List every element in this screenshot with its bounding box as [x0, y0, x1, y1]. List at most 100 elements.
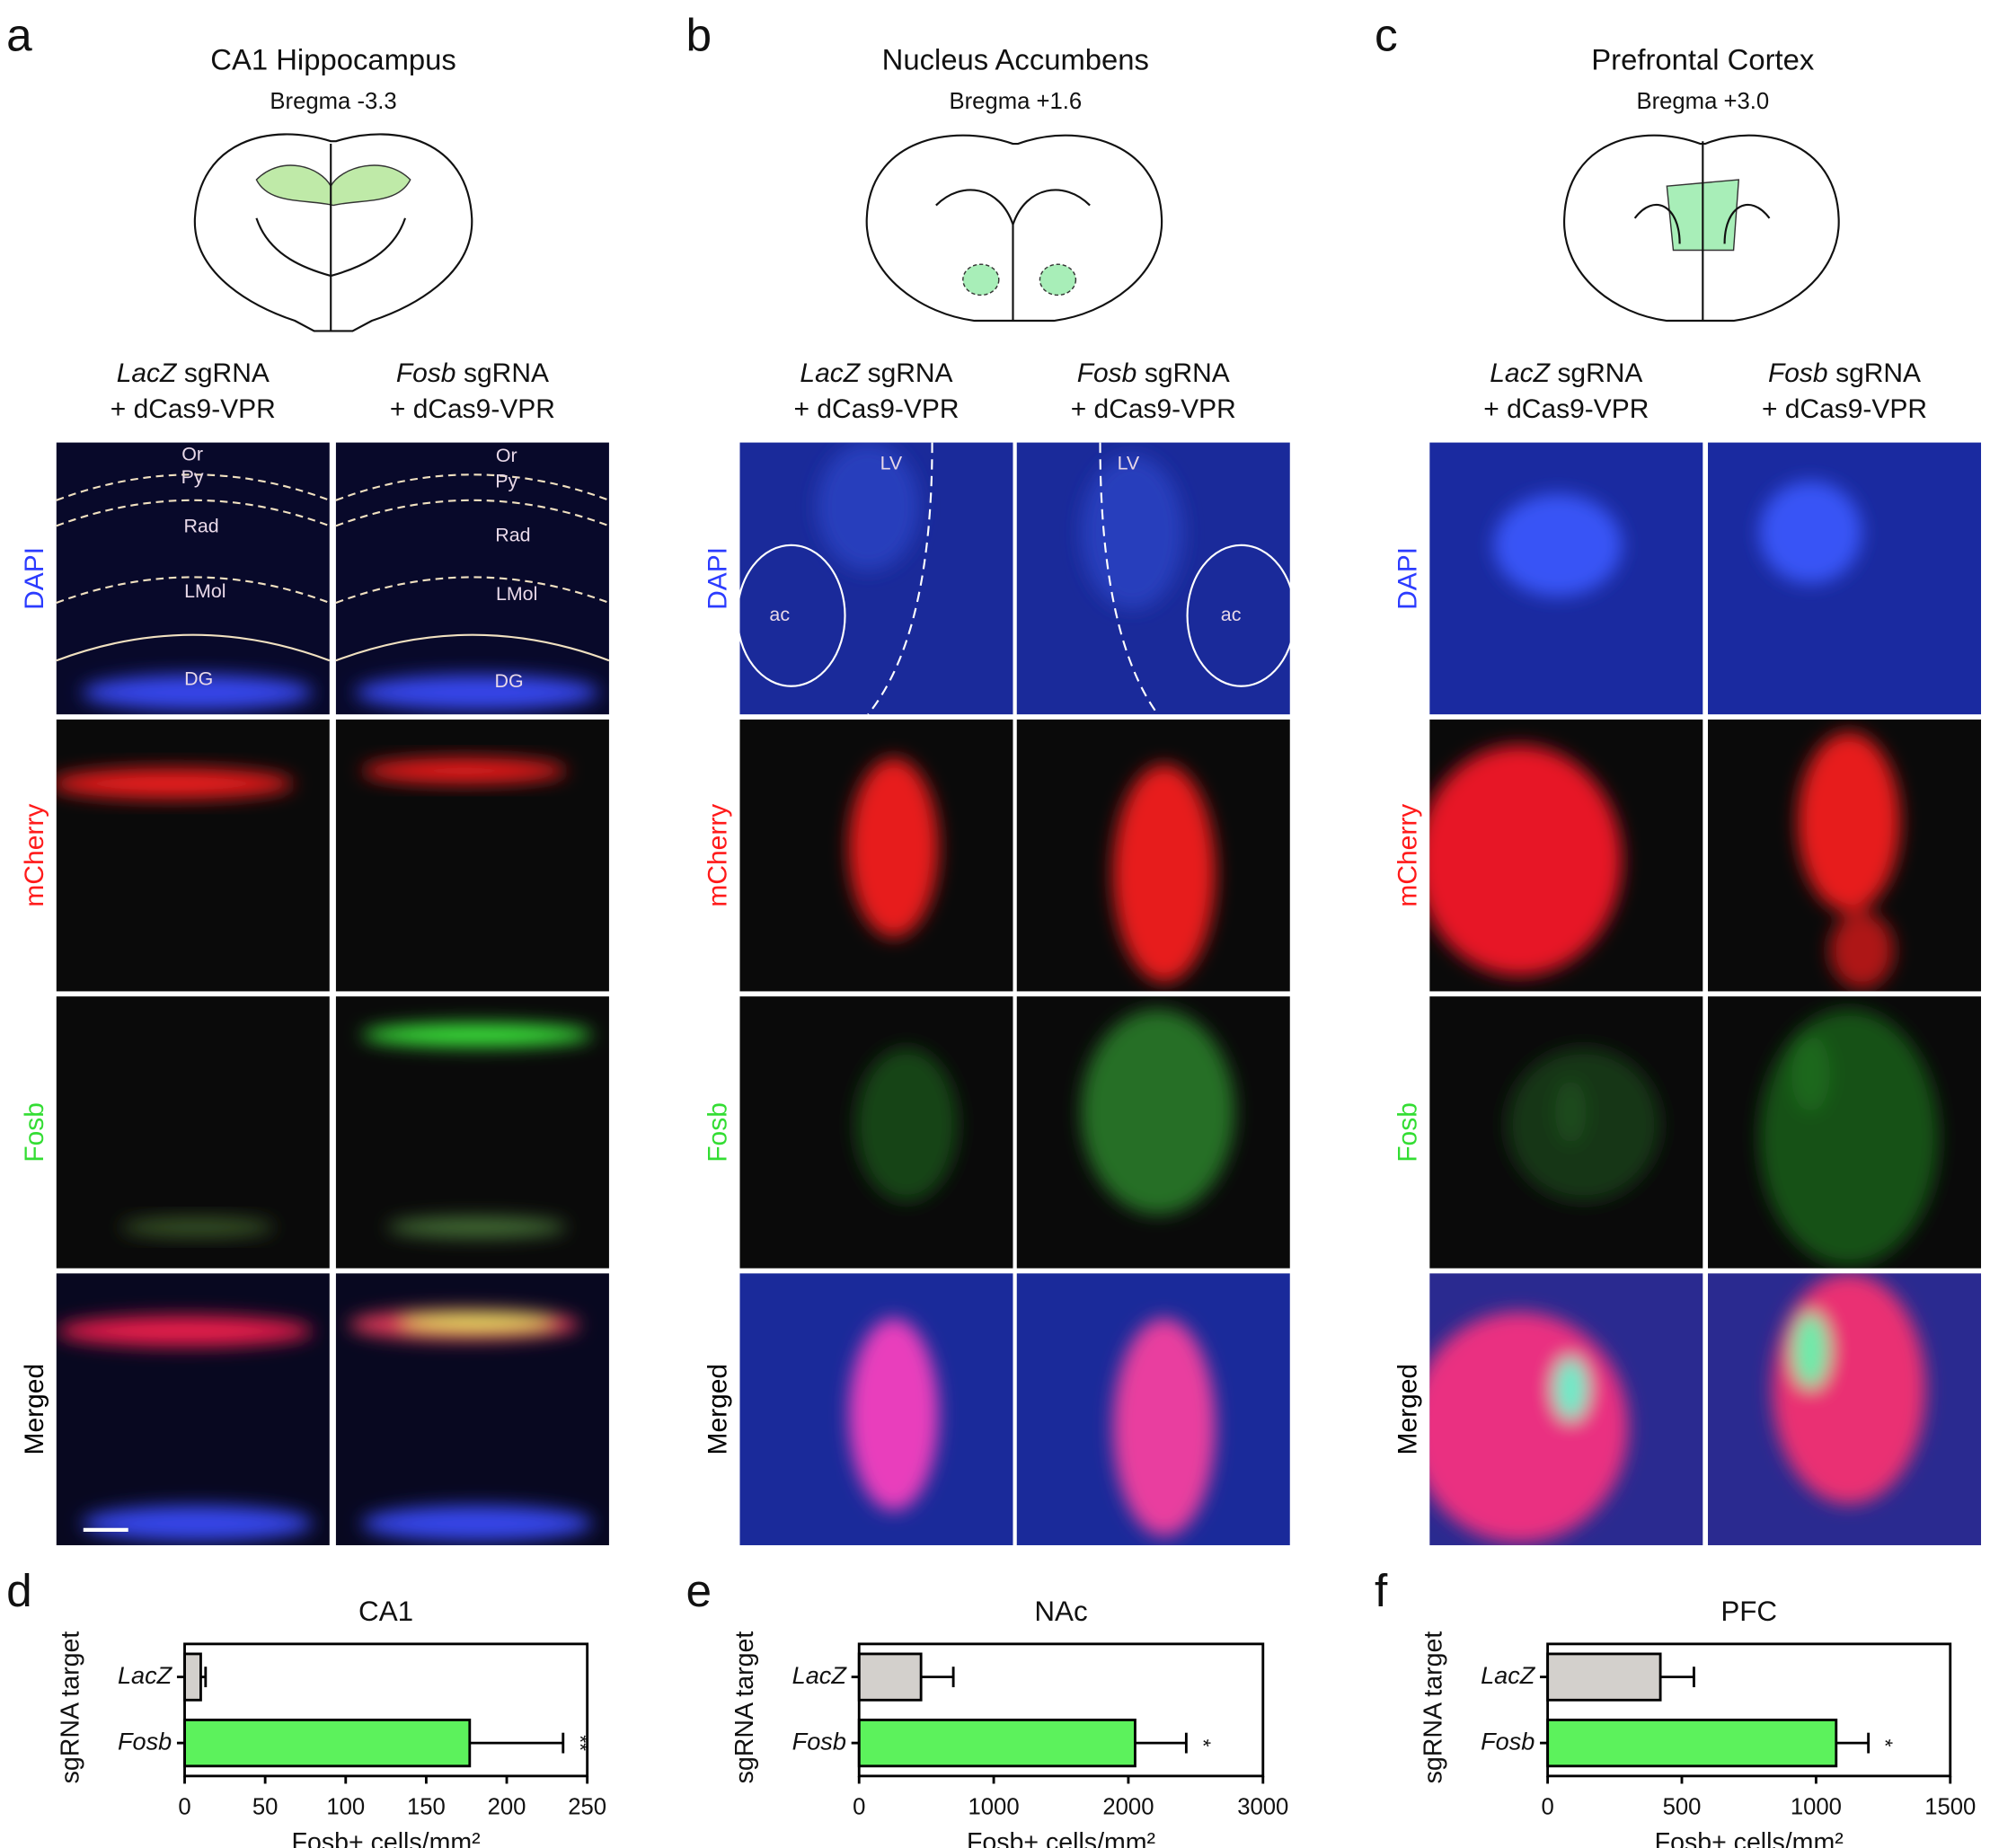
row-label: mCherry	[20, 804, 49, 907]
y-axis-label: sgRNA target	[730, 1631, 759, 1784]
x-tick-label: 2000	[1102, 1794, 1154, 1819]
region-label: Or	[496, 445, 517, 466]
x-axis-label: Fosb+ cells/mm²	[292, 1828, 481, 1848]
region-label: DG	[495, 670, 524, 692]
micrograph	[739, 719, 1013, 992]
region-label: Or	[181, 444, 203, 465]
region-label: DG	[184, 668, 213, 689]
x-tick-label: 500	[1663, 1794, 1702, 1819]
row-label: mCherry	[703, 804, 733, 907]
signal-blob	[120, 1216, 275, 1238]
row-label: DAPI	[1393, 547, 1422, 610]
micrograph	[56, 996, 330, 1269]
x-tick-label: 1000	[968, 1794, 1020, 1819]
micrograph	[1429, 996, 1703, 1269]
micrograph-bg	[335, 442, 609, 715]
signal-blob	[1791, 1312, 1830, 1389]
chart-title: NAc	[1034, 1596, 1087, 1627]
bar	[857, 1719, 1137, 1768]
micrograph: LV ac	[1016, 442, 1296, 715]
signal-blob	[56, 768, 294, 800]
signal	[349, 1309, 593, 1542]
layer-boundary	[56, 633, 331, 662]
region-label: Rad	[495, 524, 530, 545]
column-label: LacZ sgRNA	[800, 358, 952, 388]
column-text: sgRNA	[464, 358, 549, 388]
signal-blob	[361, 757, 567, 784]
micrograph	[739, 996, 1013, 1269]
chart-title: CA1	[358, 1596, 413, 1627]
significance: *	[1191, 1739, 1215, 1747]
signal	[848, 757, 939, 938]
signal-blob	[1112, 764, 1216, 983]
signal	[1759, 1009, 1939, 1266]
signal-blob	[1772, 1273, 1926, 1505]
region-label: LV	[880, 453, 903, 474]
signal	[1797, 732, 1901, 989]
row-label: Fosb	[1393, 1102, 1422, 1163]
micrograph	[335, 719, 609, 992]
column-text: sgRNA	[1557, 358, 1642, 388]
signal-blob	[817, 442, 920, 571]
column-label-line2: + dCas9-VPR	[793, 394, 959, 424]
micrograph	[1429, 1273, 1703, 1545]
column-gene: Fosb	[396, 358, 456, 388]
micrograph	[335, 996, 609, 1269]
micrograph: LV ac	[736, 442, 1013, 715]
column-label-line2: + dCas9-VPR	[1483, 394, 1649, 424]
signal-blob	[1552, 1357, 1589, 1421]
panel-letter: d	[6, 1564, 32, 1616]
x-tick-label: 200	[488, 1794, 526, 1819]
column-label-line2: + dCas9-VPR	[390, 394, 555, 424]
signal-blob	[848, 757, 939, 938]
micrograph	[56, 719, 330, 992]
x-tick-label: 150	[407, 1794, 446, 1819]
signal-blob	[848, 1318, 939, 1511]
micrograph-bg	[56, 442, 330, 715]
signal-blob	[1829, 911, 1894, 989]
signal	[361, 757, 567, 784]
signal	[56, 768, 294, 800]
signal	[82, 674, 314, 711]
panel-letter: a	[6, 9, 32, 61]
row-label: Merged	[703, 1364, 733, 1455]
micrograph	[56, 1273, 330, 1545]
micrograph: Or Py Rad LMol DG	[335, 442, 610, 715]
x-tick-label: 3000	[1237, 1794, 1288, 1819]
column-text: sgRNA	[184, 358, 270, 388]
column-label-line2: + dCas9-VPR	[111, 394, 276, 424]
x-axis-label: Fosb+ cells/mm²	[967, 1828, 1155, 1848]
column-gene: Fosb	[1768, 358, 1828, 388]
column-gene: Fosb	[1077, 358, 1137, 388]
bar	[1546, 1652, 1662, 1702]
plot-frame	[857, 1642, 1265, 1778]
signal-blob	[1081, 1009, 1235, 1215]
row-label: Fosb	[20, 1102, 49, 1163]
y-axis-label: sgRNA target	[1420, 1631, 1448, 1784]
x-tick-label: 0	[853, 1794, 865, 1819]
row-label: Fosb	[703, 1102, 733, 1163]
x-tick-label: 250	[568, 1794, 606, 1819]
signal	[1506, 1048, 1661, 1202]
y-tick-label: LacZ	[792, 1661, 848, 1689]
x-tick-label: 100	[326, 1794, 365, 1819]
signal-blob	[361, 1023, 593, 1047]
micrograph-bg	[56, 1273, 330, 1545]
signal	[1429, 1312, 1629, 1543]
signal	[1493, 493, 1623, 597]
bar	[1546, 1719, 1838, 1768]
y-tick-label: Fosb	[792, 1727, 846, 1755]
signal-blob	[1506, 1048, 1661, 1202]
region-label: LV	[1118, 453, 1140, 474]
signal-blob	[56, 1315, 314, 1347]
panel-title: Prefrontal Cortex	[1591, 42, 1815, 75]
micrograph	[1016, 719, 1290, 992]
brain-schematic-b	[865, 134, 1163, 323]
signal	[1081, 455, 1184, 610]
y-tick-label: LacZ	[118, 1661, 173, 1689]
column-label: LacZ sgRNA	[1490, 358, 1642, 388]
brain-schematic-c	[1563, 134, 1840, 323]
panel-letter: b	[686, 9, 712, 61]
signal-blob	[1112, 1318, 1216, 1536]
